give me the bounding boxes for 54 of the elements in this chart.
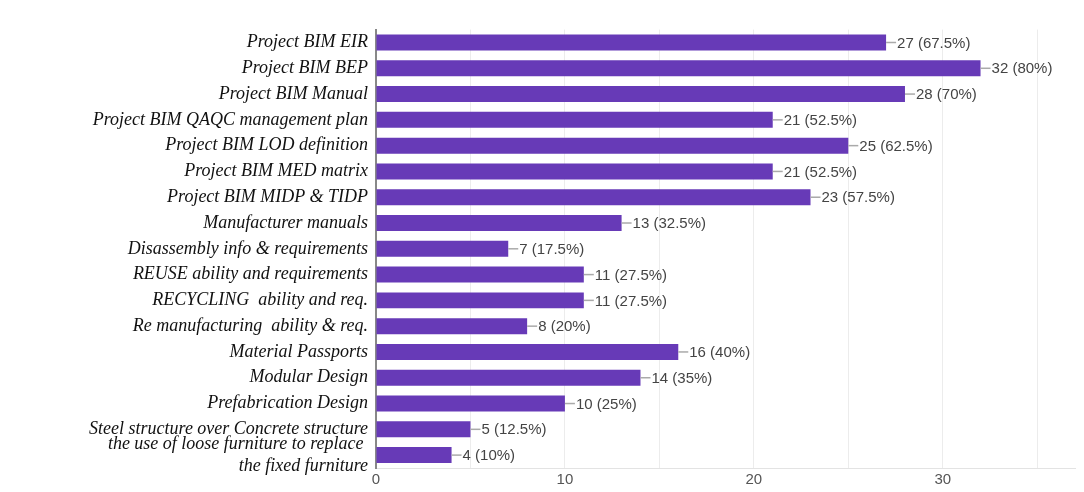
- y-tick-label: Project BIM LOD definition: [164, 134, 368, 155]
- x-tick-label: 10: [556, 470, 574, 488]
- data-label: 5 (12.5%): [481, 420, 547, 438]
- data-label: 21 (52.5%): [783, 162, 858, 180]
- y-tick-label: Modular Design: [248, 366, 368, 387]
- data-label: 25 (62.5%): [859, 136, 933, 154]
- bar: [376, 137, 849, 154]
- x-tick-label: 0: [371, 470, 381, 488]
- data-label: 21 (52.5%): [783, 111, 858, 128]
- data-label: 13 (32.5%): [632, 214, 706, 232]
- bar: [376, 447, 452, 464]
- bar: [376, 421, 471, 438]
- y-tick-label: Project BIM EIR: [245, 31, 368, 52]
- data-label: 10 (25%): [575, 394, 637, 412]
- bar: [376, 111, 773, 128]
- y-tick-label: Prefabrication Design: [206, 392, 368, 413]
- data-label: 11 (27.5%): [594, 291, 668, 309]
- data-label: 7 (17.5%): [519, 239, 585, 257]
- data-label: 11 (27.5%): [594, 265, 668, 283]
- y-tick-label: Project BIM Manual: [217, 82, 368, 103]
- bar: [376, 163, 773, 180]
- y-tick-label: Material Passports: [228, 340, 368, 361]
- y-tick-label: the use of loose furniture to replace the fixed furniture: [107, 433, 368, 475]
- data-label: 23 (57.5%): [821, 188, 895, 206]
- data-label: 4 (10%): [462, 446, 516, 464]
- y-tick-label: REUSE ability and requirements: [131, 263, 368, 284]
- data-label: 27 (67.5%): [897, 33, 971, 51]
- data-label: 14 (35%): [651, 368, 713, 386]
- bar: [376, 189, 811, 206]
- data-label: 32 (80%): [991, 59, 1053, 77]
- y-tick-label: Project BIM QAQC management plan: [91, 108, 368, 129]
- y-tick-label: Manufacturer manuals: [202, 211, 368, 232]
- bar: [376, 343, 679, 360]
- x-tick-label: 20: [745, 470, 763, 488]
- bar: [376, 266, 584, 283]
- bar: [376, 318, 528, 335]
- y-tick-label: Project BIM MIDP & TIDP: [166, 185, 368, 206]
- bar: [376, 395, 565, 412]
- y-tick-label: Project BIM MED matrix: [183, 160, 369, 181]
- data-label: 8 (20%): [538, 317, 591, 335]
- y-tick-label: RECYCLING ability and req.: [151, 289, 368, 310]
- bar: [376, 292, 584, 309]
- bar: [376, 34, 887, 51]
- bar: [376, 86, 905, 103]
- bar: [376, 369, 641, 386]
- y-tick-label: Project BIM BEP: [240, 57, 368, 78]
- data-label: 16 (40%): [689, 343, 751, 361]
- y-tick-label: Re manufacturing ability & req.: [131, 314, 368, 335]
- bar: [376, 60, 981, 77]
- x-tick-label: 30: [934, 470, 952, 488]
- y-tick-label: Disassembly info & requirements: [126, 237, 368, 258]
- bar: [376, 215, 622, 232]
- data-label: 28 (70%): [915, 85, 977, 103]
- bar: [376, 240, 509, 257]
